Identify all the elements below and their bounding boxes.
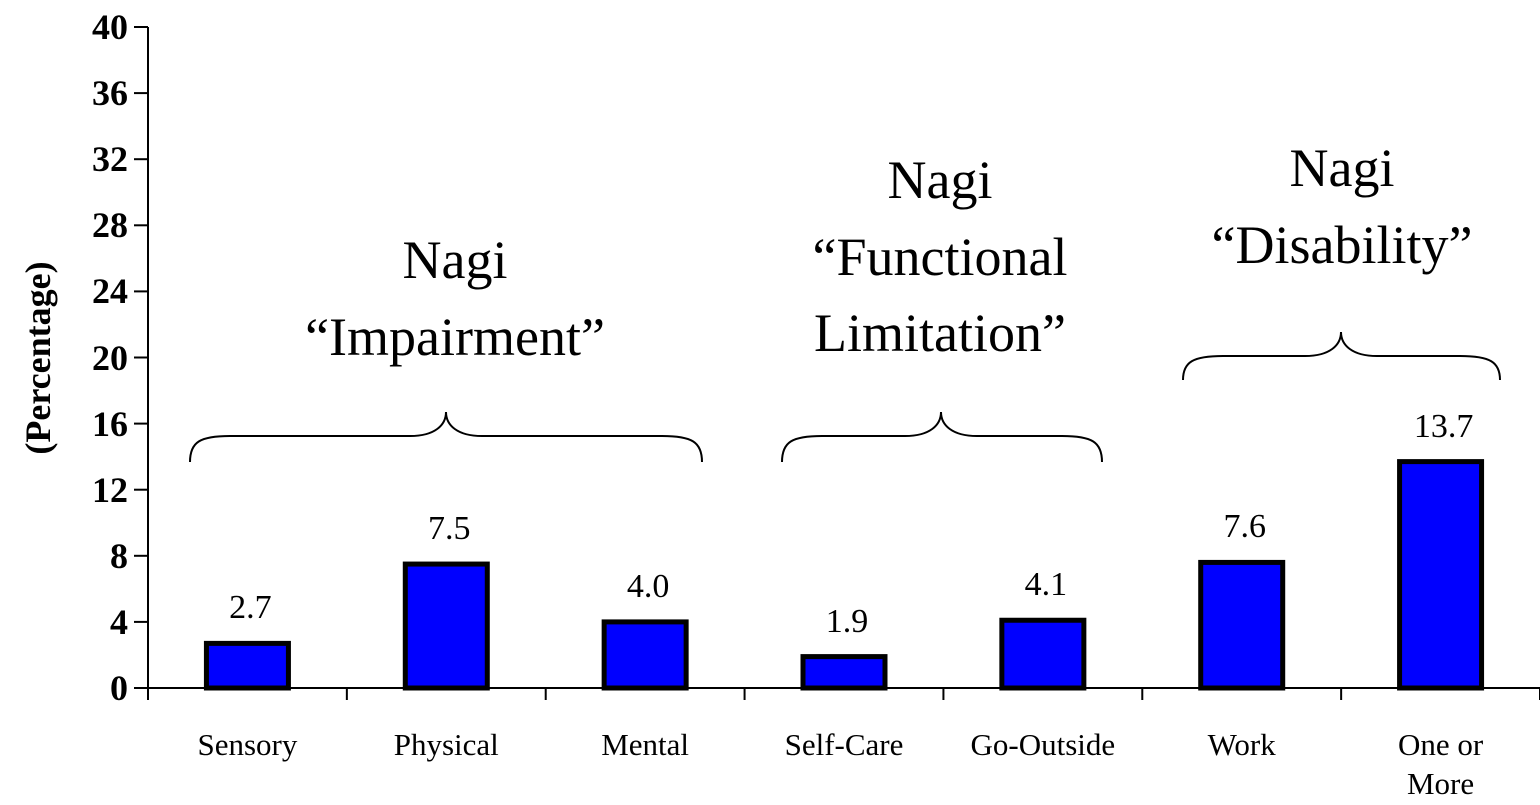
annotation: Nagi “Functional Limitation” [812,150,1068,364]
y-tick-label: 24 [92,271,128,312]
braces [189,331,1501,463]
bar [800,654,888,691]
bar [601,619,689,691]
x-tick-label: Work [1207,727,1276,762]
y-tick-label: 0 [110,668,128,708]
bar [402,561,490,691]
bar [1198,559,1286,691]
bar [203,640,291,691]
brace [781,411,1103,463]
value-label: 2.7 [229,589,272,627]
x-tick-label: Physical [393,727,499,762]
bar [1397,459,1485,691]
value-label: 4.1 [1024,566,1068,604]
brace [189,411,703,463]
x-tick-label: One or More [1397,727,1484,801]
y-tick-label: 12 [92,469,128,510]
annotation: Nagi “Impairment” [305,230,605,367]
value-label: 13.7 [1413,407,1474,445]
bar [999,617,1087,691]
x-tick-label: Sensory [197,727,298,762]
y-tick-label: 40 [92,7,128,47]
brace [1182,331,1501,381]
y-tick-label: 32 [92,139,128,180]
y-tick-label: 4 [110,601,128,642]
y-tick-label: 8 [110,535,128,576]
y-axis-label: (Percentage) [18,260,58,455]
annotation: Nagi “Disability” [1211,138,1473,275]
y-tick-label: 20 [92,337,128,378]
x-tick-label: Mental [601,727,690,762]
y-tick-label: 36 [92,73,128,114]
y-tick-label: 28 [92,205,128,246]
value-label: 7.6 [1223,508,1266,546]
y-tick-label: 16 [92,403,128,444]
value-label: 1.9 [825,602,869,640]
x-tick-label: Go-Outside [970,727,1116,762]
value-label: 7.5 [428,510,471,548]
x-tick-label: Self-Care [784,727,904,762]
value-label: 4.0 [626,567,670,605]
